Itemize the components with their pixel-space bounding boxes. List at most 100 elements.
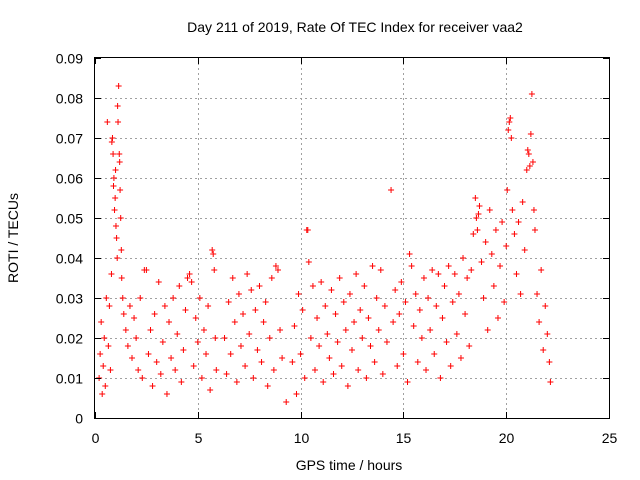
data-point <box>470 231 477 237</box>
data-point <box>100 363 107 369</box>
data-point <box>344 383 351 389</box>
data-point <box>433 303 440 309</box>
data-point <box>118 275 125 281</box>
gridlines <box>95 58 609 418</box>
data-point <box>120 311 127 317</box>
data-point <box>209 247 216 253</box>
data-point <box>336 275 343 281</box>
data-point <box>511 231 518 237</box>
data-point <box>423 367 430 373</box>
data-point <box>398 279 405 285</box>
data-point <box>268 275 275 281</box>
data-point <box>262 299 269 305</box>
data-point <box>540 347 547 353</box>
data-point <box>527 131 534 137</box>
data-point <box>431 351 438 357</box>
data-point <box>207 387 214 393</box>
data-point <box>250 375 257 381</box>
data-point <box>145 351 152 357</box>
data-point <box>394 363 401 369</box>
data-point <box>505 127 512 133</box>
data-point <box>546 359 553 365</box>
data-point <box>97 351 104 357</box>
data-point <box>480 295 487 301</box>
data-point <box>475 211 482 217</box>
data-point <box>203 351 210 357</box>
y-tick-label: 0.06 <box>56 171 83 187</box>
data-point <box>373 295 380 301</box>
data-point <box>116 159 123 165</box>
data-point <box>264 383 271 389</box>
data-point <box>338 363 345 369</box>
x-tick-label: 0 <box>92 430 100 446</box>
data-point <box>381 303 388 309</box>
data-point <box>108 139 115 145</box>
data-point <box>122 327 129 333</box>
data-point <box>116 151 123 157</box>
data-point <box>114 255 121 261</box>
data-point <box>492 227 499 233</box>
data-point <box>488 251 495 257</box>
data-point <box>447 363 454 369</box>
data-point <box>137 295 144 301</box>
data-point <box>408 263 415 269</box>
data-point <box>112 167 119 173</box>
data-point <box>460 255 467 261</box>
data-point <box>277 327 284 333</box>
data-point <box>176 283 183 289</box>
data-point <box>151 311 158 317</box>
data-point <box>349 347 355 353</box>
data-point <box>114 103 121 109</box>
data-point <box>139 375 146 381</box>
data-point <box>357 307 364 313</box>
data-point <box>506 119 513 125</box>
data-point <box>462 311 469 317</box>
data-point <box>101 335 108 341</box>
data-point <box>508 135 515 141</box>
data-point <box>297 351 304 357</box>
data-point <box>330 371 337 377</box>
data-point <box>240 311 247 317</box>
data-point <box>418 335 425 341</box>
data-point <box>172 367 179 373</box>
data-point <box>149 383 156 389</box>
data-point <box>213 367 220 373</box>
data-point <box>314 315 321 321</box>
data-point <box>390 319 397 325</box>
data-point <box>242 363 249 369</box>
data-point <box>135 367 142 373</box>
data-point <box>115 83 122 89</box>
data-point <box>270 367 277 373</box>
data-point <box>198 375 205 381</box>
data-point <box>455 291 462 297</box>
data-point <box>425 295 432 301</box>
data-point <box>105 343 112 349</box>
data-point <box>400 351 407 357</box>
data-point <box>291 323 298 329</box>
data-point <box>113 235 120 241</box>
x-tick-label: 25 <box>602 430 618 446</box>
data-point <box>361 283 368 289</box>
data-point <box>212 335 219 341</box>
data-point <box>509 207 516 213</box>
data-point <box>420 275 427 281</box>
data-point <box>299 307 306 313</box>
data-point <box>363 375 370 381</box>
data-point <box>435 271 442 277</box>
data-point <box>504 187 511 193</box>
y-tick-label: 0.08 <box>56 91 83 107</box>
data-point <box>196 295 203 301</box>
data-point <box>392 287 399 293</box>
data-point <box>538 267 545 273</box>
data-point <box>304 227 311 233</box>
data-point <box>106 303 113 309</box>
data-point <box>324 331 331 337</box>
data-point <box>147 327 154 333</box>
data-point <box>157 371 164 377</box>
data-point <box>258 359 265 365</box>
data-point <box>474 227 481 233</box>
y-tick-label: 0.02 <box>56 331 83 347</box>
data-point <box>497 263 504 269</box>
data-point <box>190 363 197 369</box>
data-point <box>103 295 110 301</box>
